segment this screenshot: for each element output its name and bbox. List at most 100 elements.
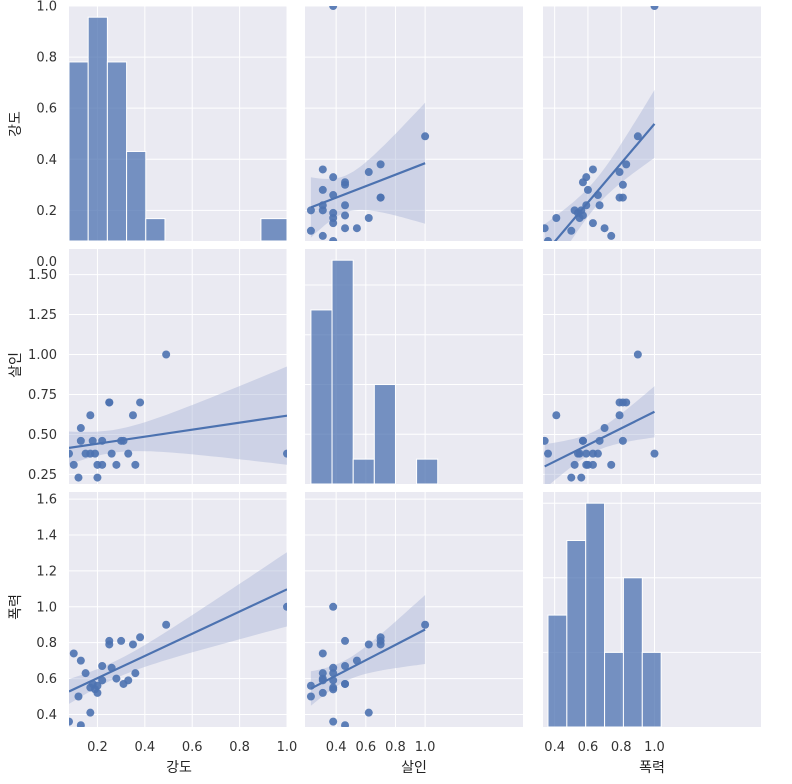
- scatter-point: [105, 636, 114, 645]
- scatter-point: [136, 633, 145, 642]
- histogram-bar: [352, 458, 375, 484]
- scatter-point: [364, 708, 373, 717]
- scatter-point: [93, 688, 102, 697]
- scatter-point: [98, 436, 107, 445]
- scatter-point: [81, 669, 90, 678]
- scatter-point: [318, 649, 327, 658]
- scatter-point: [98, 676, 107, 685]
- y-tick-label: 1.0: [36, 0, 57, 15]
- scatter-point: [93, 473, 102, 482]
- x-tick-label: 1.0: [277, 740, 298, 755]
- x-tick-label: 0.4: [544, 740, 565, 755]
- scatter-point: [650, 6, 659, 10]
- scatter-point: [595, 201, 604, 210]
- scatter-point: [364, 640, 373, 649]
- scatter-point: [117, 636, 126, 645]
- y-tick-label: 1.00: [28, 348, 57, 363]
- scatter-point: [318, 688, 327, 697]
- scatter-point: [618, 193, 627, 202]
- y-tick-label: 0.6: [36, 102, 57, 117]
- histogram-bar: [604, 651, 624, 727]
- scatter-point: [341, 721, 350, 727]
- regression-confidence-band: [310, 595, 426, 706]
- scatter-point: [76, 721, 85, 727]
- scatter-point: [341, 178, 350, 187]
- regression-line: [310, 162, 426, 209]
- x-tick-label: 0.4: [134, 740, 155, 755]
- regression-confidence-band: [544, 89, 655, 241]
- scatter-point: [633, 132, 642, 141]
- panel-살인-vs-폭력: [543, 249, 761, 484]
- y-tick-label: 0.0: [36, 255, 57, 270]
- x-tick-label: 0.6: [182, 740, 203, 755]
- scatter-point: [607, 460, 616, 469]
- scatter-point: [98, 662, 107, 671]
- scatter-point: [588, 219, 597, 228]
- x-tick-label: 1.0: [415, 740, 436, 755]
- scatter-point: [128, 411, 137, 420]
- panel-강도-vs-살인: [305, 6, 523, 241]
- scatter-point: [622, 398, 631, 407]
- scatter-point: [341, 636, 350, 645]
- y-axis-label-살인: 살인: [8, 352, 24, 378]
- x-tick-label: 1.0: [644, 740, 665, 755]
- histogram-bar: [547, 614, 568, 727]
- scatter-point: [583, 185, 592, 194]
- y-tick-label: 1.4: [36, 529, 57, 544]
- scatter-point: [543, 237, 552, 241]
- scatter-point: [69, 717, 73, 726]
- x-tick-label: 0.8: [611, 740, 632, 755]
- scatter-point: [306, 206, 315, 215]
- scatter-point: [421, 132, 430, 141]
- scatter-point: [582, 201, 591, 210]
- y-tick-label: 1.6: [36, 493, 57, 508]
- panel-background: [69, 249, 287, 484]
- histogram-bar: [585, 502, 606, 727]
- scatter-point: [329, 717, 338, 726]
- scatter-point: [593, 191, 602, 200]
- scatter-point: [131, 669, 140, 678]
- scatter-point: [543, 436, 549, 445]
- scatter-point: [615, 168, 624, 177]
- scatter-point: [376, 160, 385, 169]
- scatter-point: [552, 411, 561, 420]
- scatter-point: [136, 398, 145, 407]
- tick-labels: 0.0 0.2 0.4 0.6 0.8 1.0 0.25 0.50 0.75 1.00 1.25 1.…: [28, 0, 665, 755]
- scatter-point: [567, 226, 576, 235]
- scatter-point: [162, 350, 171, 359]
- y-tick-label: 0.4: [36, 708, 57, 723]
- scatter-point: [119, 436, 128, 445]
- histogram-bar: [126, 150, 147, 241]
- scatter-point: [421, 620, 430, 629]
- y-tick-label: 1.25: [28, 308, 57, 323]
- scatter-point: [69, 460, 78, 469]
- scatter-point: [318, 165, 327, 174]
- scatter-point: [615, 411, 624, 420]
- scatter-point: [329, 676, 338, 685]
- scatter-point: [93, 681, 102, 690]
- scatter-point: [76, 424, 85, 433]
- panels: [69, 6, 761, 727]
- scatter-point: [595, 436, 604, 445]
- scatter-point: [341, 679, 350, 688]
- scatter-point: [552, 214, 561, 223]
- scatter-point: [567, 473, 576, 482]
- y-tick-label: 0.6: [36, 672, 57, 687]
- scatter-point: [112, 674, 121, 683]
- scatter-point: [131, 460, 140, 469]
- scatter-point: [74, 692, 83, 701]
- scatter-point: [86, 708, 95, 717]
- x-axis-label-살인: 살인: [401, 760, 427, 776]
- y-tick-label: 0.2: [36, 204, 57, 219]
- histogram-bar: [416, 458, 439, 484]
- scatter-point: [588, 460, 597, 469]
- scatter-point: [283, 449, 287, 458]
- scatter-point: [352, 656, 361, 665]
- panel-폭력-vs-폭력: [543, 492, 761, 727]
- x-tick-label: 0.6: [578, 740, 599, 755]
- scatter-point: [543, 224, 549, 233]
- scatter-point: [570, 460, 579, 469]
- scatter-point: [364, 214, 373, 223]
- y-tick-label: 0.25: [28, 468, 57, 483]
